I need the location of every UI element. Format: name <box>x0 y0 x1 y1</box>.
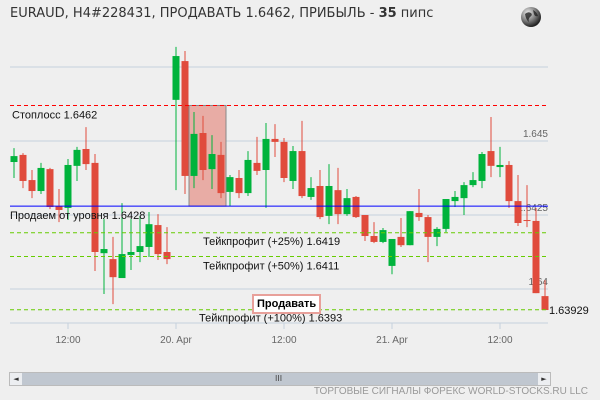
candle-down <box>487 151 495 166</box>
candle-up <box>325 185 333 216</box>
candle-down <box>181 61 189 176</box>
candle-up <box>469 180 477 186</box>
candle-up <box>172 56 180 100</box>
profit-value: 35 <box>378 6 397 21</box>
candle-up <box>406 211 414 246</box>
candle-down <box>28 180 36 192</box>
x-tick-label: 12:00 <box>271 335 296 346</box>
candle-down <box>334 190 342 215</box>
y-tick-label: 1.645 <box>523 129 548 140</box>
candle-up <box>10 156 18 163</box>
y-tick-label: 1.6425 <box>517 203 548 214</box>
candle-up <box>118 254 126 279</box>
takeprofit-label: Тейкпрофит (+25%) 1.6419 <box>203 236 340 248</box>
candle-down <box>82 148 90 165</box>
candle-up <box>289 151 297 181</box>
candle-up <box>478 154 486 181</box>
stoploss-label: Стоплосс 1.6462 <box>12 109 97 121</box>
candle-up <box>226 177 234 192</box>
candle-down <box>361 215 369 237</box>
candle-down <box>541 296 549 311</box>
candle-down <box>523 220 531 222</box>
candle-up <box>262 138 270 171</box>
candle-down <box>19 154 27 181</box>
last-price-label: 1.63929 <box>549 305 589 317</box>
takeprofit-label: Тейкпрофит (+100%) 1.6393 <box>199 313 342 325</box>
sell-button[interactable]: Продавать <box>252 294 322 314</box>
candle-down <box>352 196 360 218</box>
candle-up <box>244 159 252 194</box>
scroll-grip[interactable]: III <box>275 374 283 383</box>
candle-down <box>280 141 288 178</box>
title-suffix: пипс <box>396 6 434 21</box>
candle-down <box>370 236 378 242</box>
candle-up <box>496 164 504 168</box>
candle-up <box>100 249 108 254</box>
scroll-right-arrow-icon[interactable]: ► <box>538 373 550 385</box>
horizontal-scrollbar[interactable]: ◄ III ► <box>9 372 551 386</box>
candle-up <box>190 133 198 176</box>
candle-down <box>514 201 522 223</box>
candle-up <box>37 167 45 192</box>
candle-down <box>532 220 540 294</box>
candle-down <box>505 164 513 202</box>
candle-up <box>127 252 135 255</box>
x-tick-label: 21. Apr <box>376 335 408 346</box>
candle-down <box>271 138 279 142</box>
candle-down <box>199 133 207 171</box>
candle-up <box>136 246 144 252</box>
candle-up <box>64 164 72 208</box>
entry-label: Продаем от уровня 1.6428 <box>10 210 145 222</box>
takeprofit-label: Тейкпрофит (+50%) 1.6411 <box>203 260 339 272</box>
candle-down <box>424 217 432 237</box>
candle-up <box>388 238 396 266</box>
candle-down <box>91 162 99 252</box>
candle-up <box>307 188 315 197</box>
chart-title: EURAUD, H4#228431, ПРОДАВАТЬ 1.6462, ПРИ… <box>10 6 433 21</box>
candle-down <box>217 154 225 194</box>
candle-up <box>379 230 387 242</box>
candle-up <box>442 199 450 229</box>
scroll-left-arrow-icon[interactable]: ◄ <box>10 373 22 385</box>
candle-down <box>154 225 162 255</box>
candle-down <box>298 151 306 197</box>
candle-down <box>55 206 63 210</box>
footer-credit: ТОРГОВЫЕ СИГНАЛЫ ФОРЕКС WORLD-STOCKS.RU … <box>313 386 588 397</box>
candle-up <box>73 149 81 166</box>
candle-down <box>316 185 324 218</box>
x-tick-label: 12:00 <box>487 335 512 346</box>
candle-up <box>460 185 468 199</box>
title-prefix: EURAUD, H4#228431, ПРОДАВАТЬ 1.6462, ПРИ… <box>10 6 379 21</box>
x-tick-label: 20. Apr <box>160 335 192 346</box>
candle-up <box>208 154 216 170</box>
candle-up <box>451 196 459 202</box>
candle-down <box>415 212 423 218</box>
candle-up <box>145 224 153 247</box>
candle-down <box>46 169 54 208</box>
globe-icon[interactable] <box>520 6 542 28</box>
x-tick-label: 12:00 <box>55 335 80 346</box>
candle-down <box>253 162 261 171</box>
candle-down <box>397 236 405 246</box>
candle-down <box>109 259 117 278</box>
candle-down <box>163 252 171 260</box>
candle-down <box>235 178 243 194</box>
